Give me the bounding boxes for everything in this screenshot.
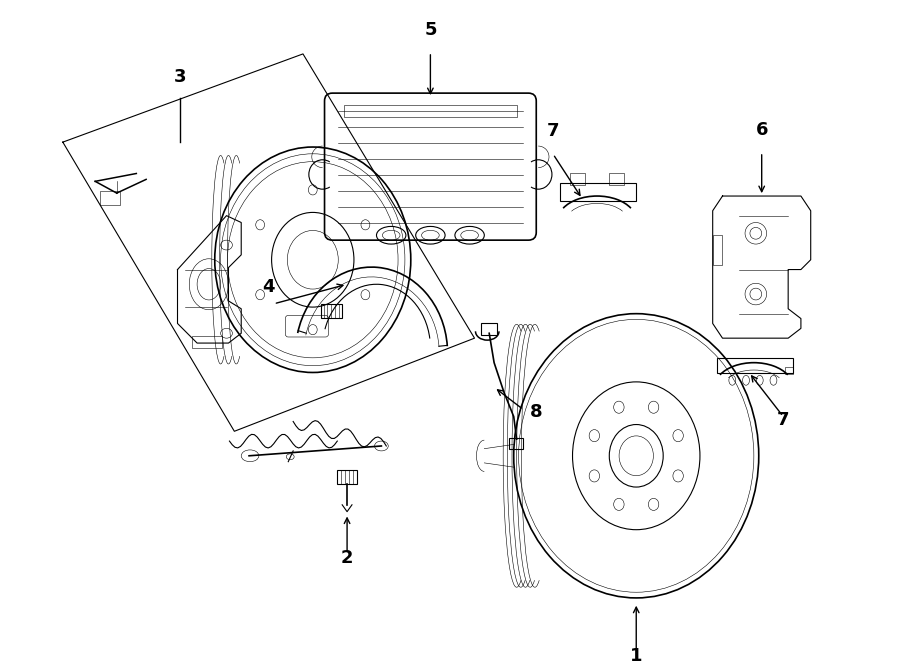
Text: 8: 8: [530, 403, 543, 422]
Text: 1: 1: [630, 646, 643, 661]
Text: 2: 2: [341, 549, 354, 566]
Text: 4: 4: [263, 278, 274, 296]
Text: 3: 3: [175, 68, 186, 86]
Text: 6: 6: [755, 121, 768, 139]
Text: 5: 5: [424, 21, 436, 39]
Text: 7: 7: [777, 411, 789, 430]
Text: 7: 7: [546, 122, 559, 140]
